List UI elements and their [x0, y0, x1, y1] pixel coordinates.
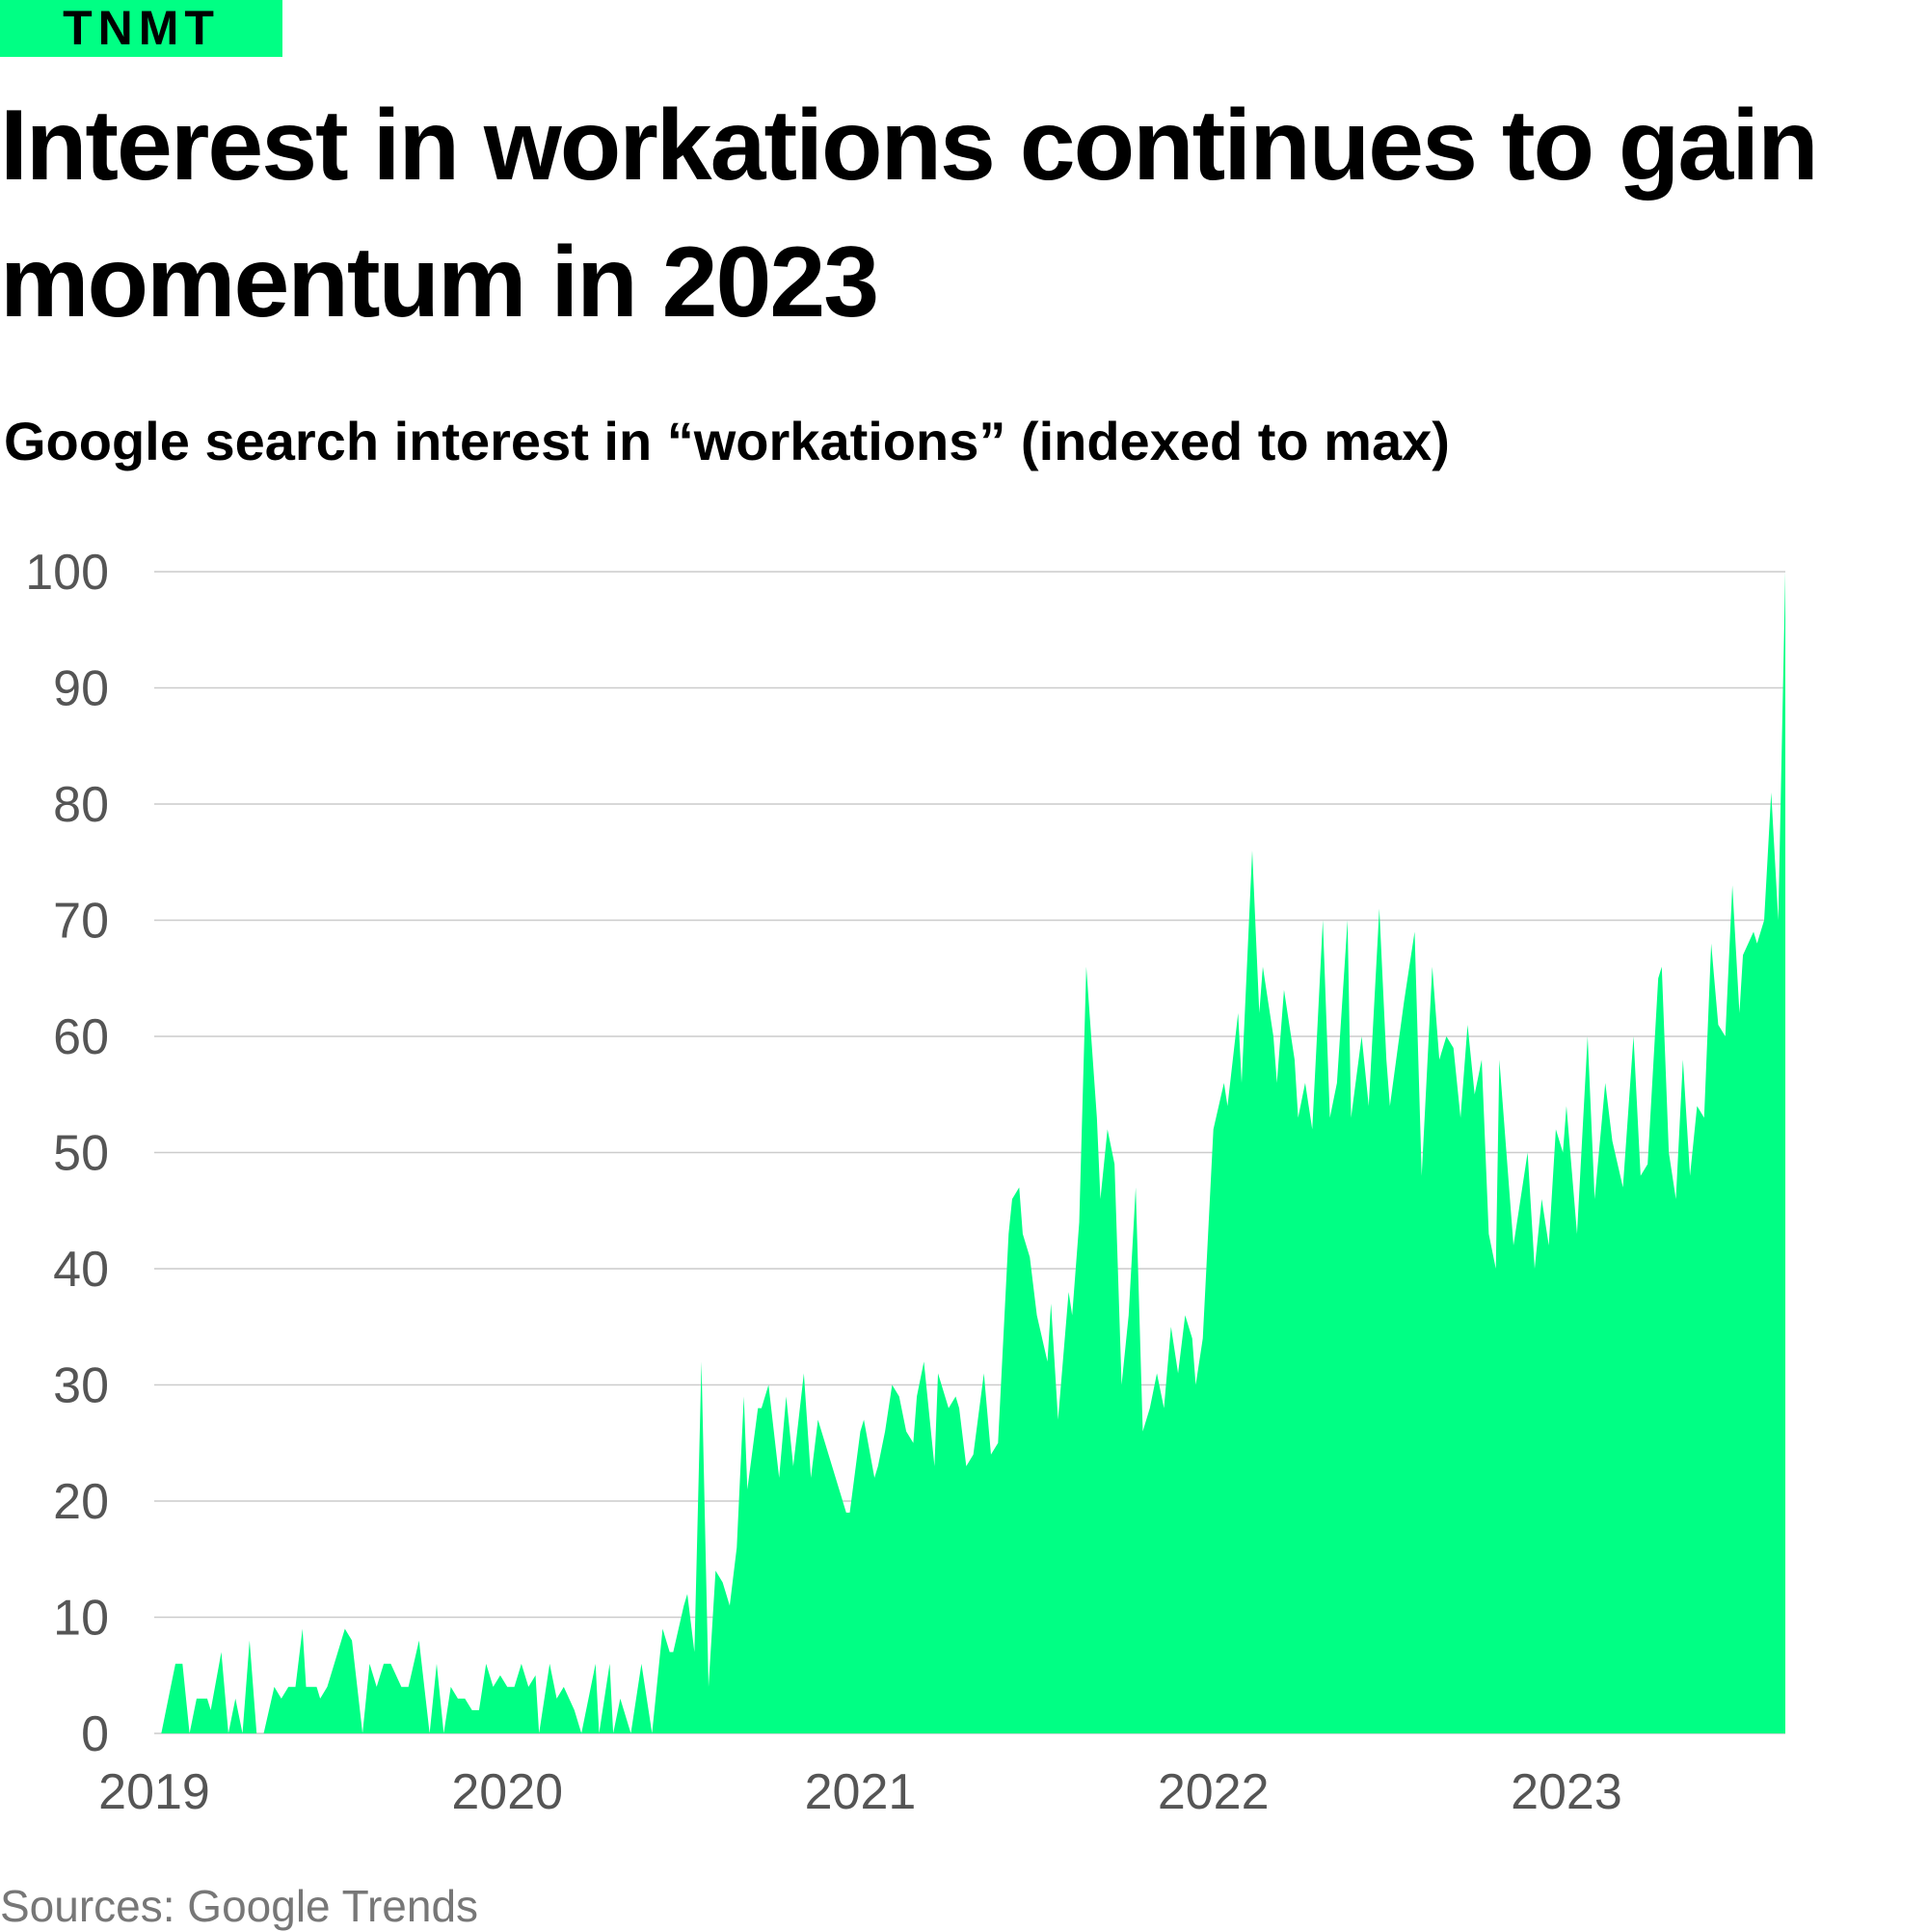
chart-title: Interest in workations continues to gain…	[0, 90, 1819, 338]
y-tick-label: 80	[53, 777, 109, 833]
chart-subtitle: Google search interest in “workations” (…	[4, 411, 1450, 471]
y-tick-label: 100	[25, 545, 109, 601]
y-tick-label: 0	[81, 1706, 109, 1762]
y-tick-label: 90	[53, 661, 109, 717]
y-tick-label: 30	[53, 1358, 109, 1414]
y-tick-label: 20	[53, 1474, 109, 1530]
y-tick-label: 70	[53, 894, 109, 950]
x-tick-label: 2021	[805, 1764, 917, 1820]
source-note: Sources: Google Trends	[0, 1881, 479, 1931]
x-tick-label: 2023	[1511, 1764, 1622, 1820]
y-tick-label: 40	[53, 1242, 109, 1298]
y-tick-label: 10	[53, 1591, 109, 1647]
x-tick-label: 2020	[451, 1764, 563, 1820]
x-tick-label: 2019	[98, 1764, 210, 1820]
x-tick-label: 2022	[1158, 1764, 1270, 1820]
y-tick-label: 60	[53, 1009, 109, 1065]
area	[161, 572, 1785, 1733]
y-tick-label: 50	[53, 1126, 109, 1182]
logo: TNMT	[0, 0, 282, 57]
